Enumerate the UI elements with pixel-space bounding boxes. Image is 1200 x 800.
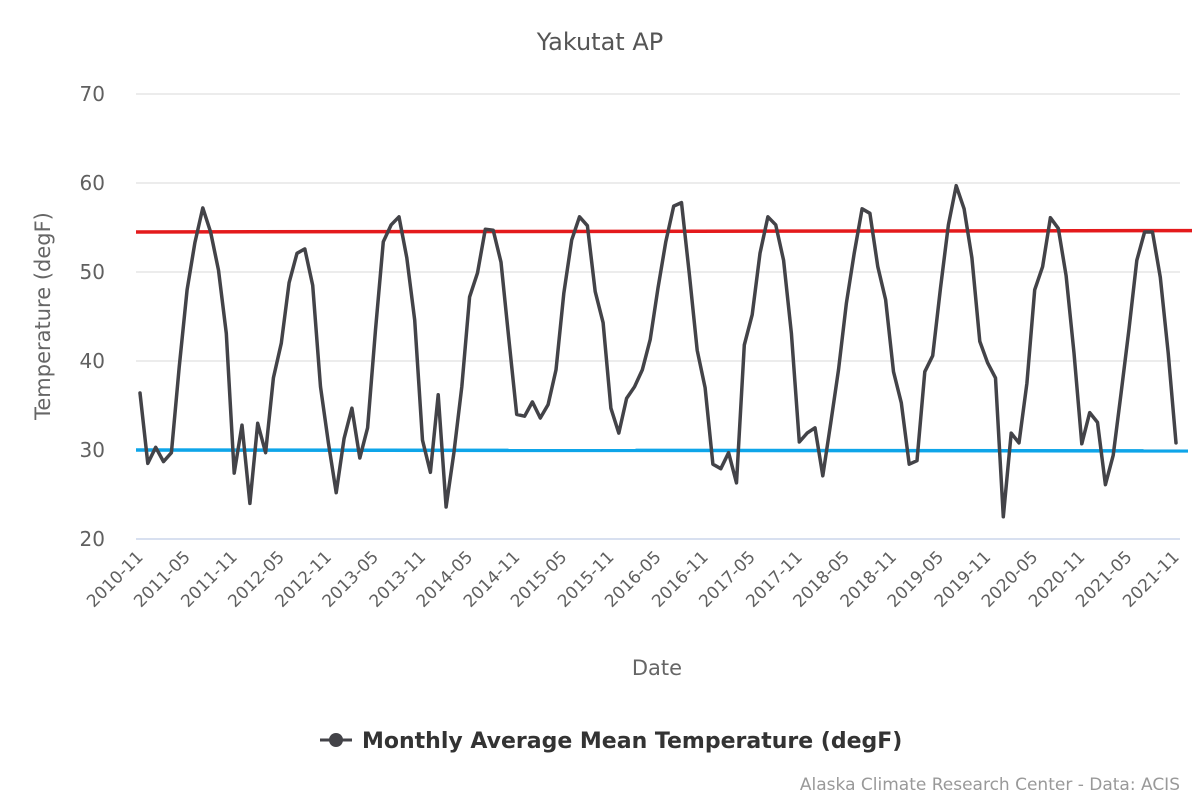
chart-title: Yakutat AP xyxy=(536,28,663,56)
credits-text[interactable]: Alaska Climate Research Center - Data: A… xyxy=(800,775,1180,795)
y-tick-label: 20 xyxy=(80,527,105,551)
legend[interactable]: Monthly Average Mean Temperature (degF) xyxy=(320,729,902,754)
y-tick-label: 60 xyxy=(80,171,105,195)
legend-marker-icon xyxy=(329,733,343,747)
y-axis-ticks: 20 30 40 50 60 70 xyxy=(80,82,105,551)
series-group xyxy=(138,183,1178,519)
y-tick-label: 50 xyxy=(80,260,105,284)
x-axis-title: Date xyxy=(632,656,682,680)
lower-reference-line xyxy=(135,448,1189,453)
y-tick-label: 30 xyxy=(80,438,105,462)
reference-lines xyxy=(135,228,1193,453)
y-tick-label: 70 xyxy=(80,82,105,106)
legend-label[interactable]: Monthly Average Mean Temperature (degF) xyxy=(362,729,902,754)
upper-reference-line xyxy=(135,228,1193,234)
y-tick-label: 40 xyxy=(80,349,105,373)
x-axis-ticks: 2010-112011-052011-112012-052012-112013-… xyxy=(83,547,1183,611)
y-axis-title: Temperature (degF) xyxy=(31,212,55,421)
series-line[interactable] xyxy=(138,183,1178,519)
